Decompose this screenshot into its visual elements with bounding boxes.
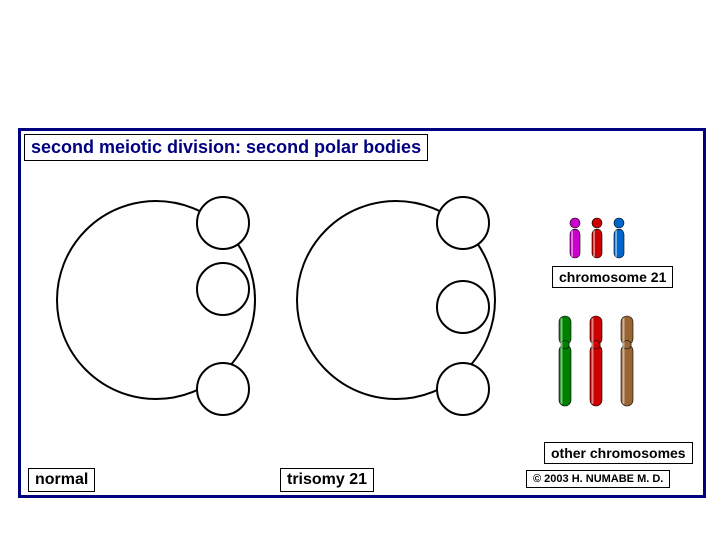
cell-circle bbox=[436, 362, 490, 416]
cell-circle bbox=[196, 262, 250, 316]
cell-circle bbox=[436, 280, 490, 334]
cell-circle bbox=[436, 196, 490, 250]
cell-circle bbox=[196, 196, 250, 250]
cell-circle bbox=[196, 362, 250, 416]
